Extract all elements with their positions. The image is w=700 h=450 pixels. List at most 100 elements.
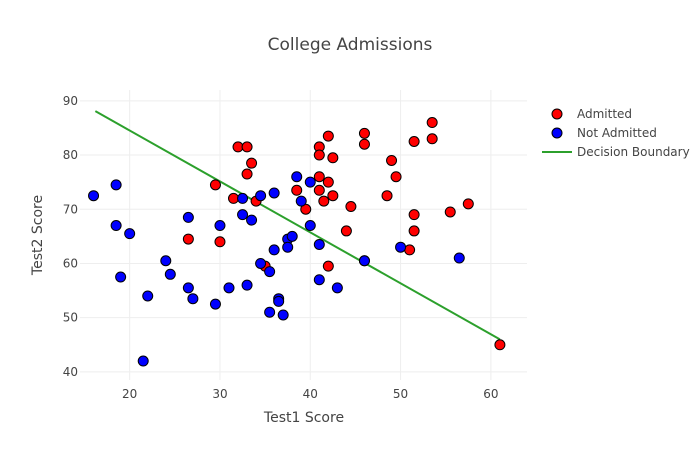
not-admitted-point bbox=[241, 279, 253, 291]
admitted-point bbox=[318, 195, 330, 207]
not-admitted-point bbox=[286, 230, 298, 242]
not-admitted-point bbox=[246, 214, 258, 226]
admitted-point bbox=[358, 127, 370, 139]
legend-marker-swatch bbox=[551, 127, 563, 139]
admitted-point bbox=[327, 190, 339, 202]
not-admitted-point bbox=[124, 228, 136, 240]
admitted-point bbox=[408, 225, 420, 237]
not-admitted-point bbox=[273, 295, 285, 307]
legend[interactable]: Admitted Not Admitted Decision Boundary bbox=[542, 107, 690, 159]
x-tick-label: 60 bbox=[483, 387, 498, 401]
admitted-point bbox=[322, 176, 334, 188]
boundary-layer bbox=[94, 110, 501, 341]
admitted-point bbox=[241, 168, 253, 180]
not-admitted-point bbox=[264, 306, 276, 318]
tick-labels: 20 30 40 50 60 40 50 60 70 80 90 bbox=[63, 94, 499, 401]
not-admitted-point bbox=[209, 298, 221, 310]
y-tick-label: 50 bbox=[63, 311, 78, 325]
x-tick-label: 20 bbox=[122, 387, 137, 401]
not-admitted-point bbox=[255, 190, 267, 202]
admitted-point bbox=[291, 184, 303, 196]
admitted-point bbox=[408, 209, 420, 221]
y-tick-label: 90 bbox=[63, 94, 78, 108]
not-admitted-point bbox=[237, 209, 249, 221]
not-admitted-point bbox=[164, 268, 176, 280]
y-tick-label: 80 bbox=[63, 148, 78, 162]
not-admitted-point bbox=[268, 187, 280, 199]
admitted-point bbox=[322, 260, 334, 272]
admitted-point bbox=[340, 225, 352, 237]
legend-label: Admitted bbox=[577, 107, 632, 121]
not-admitted-point bbox=[277, 309, 289, 321]
not-admitted-point bbox=[304, 176, 316, 188]
legend-item-not-admitted[interactable]: Not Admitted bbox=[551, 126, 657, 140]
not-admitted-point bbox=[142, 290, 154, 302]
admitted-point bbox=[313, 184, 325, 196]
admitted-point bbox=[404, 244, 416, 256]
not-admitted-point bbox=[313, 238, 325, 250]
legend-item-admitted[interactable]: Admitted bbox=[551, 107, 632, 121]
not-admitted-point bbox=[223, 282, 235, 294]
admitted-point bbox=[232, 141, 244, 153]
not-admitted-point bbox=[453, 252, 465, 264]
admitted-point bbox=[228, 192, 240, 204]
y-tick-label: 70 bbox=[63, 202, 78, 216]
not-admitted-point bbox=[182, 282, 194, 294]
chart-title: College Admissions bbox=[268, 35, 433, 55]
admitted-point bbox=[214, 236, 226, 248]
not-admitted-point bbox=[264, 266, 276, 278]
admitted-point bbox=[444, 206, 456, 218]
not-admitted-point bbox=[313, 274, 325, 286]
x-tick-label: 30 bbox=[212, 387, 227, 401]
not-admitted-point bbox=[187, 293, 199, 305]
legend-label: Not Admitted bbox=[577, 126, 657, 140]
not-admitted-point bbox=[255, 257, 267, 269]
decision-boundary-line bbox=[94, 110, 501, 341]
legend-item-decision-boundary[interactable]: Decision Boundary bbox=[542, 145, 690, 159]
admitted-point bbox=[408, 135, 420, 147]
admitted-point bbox=[322, 130, 334, 142]
not-admitted-point bbox=[358, 255, 370, 267]
not-admitted-point bbox=[160, 255, 172, 267]
not-admitted-point bbox=[291, 171, 303, 183]
admitted-point bbox=[390, 171, 402, 183]
not-admitted-point bbox=[295, 195, 307, 207]
admitted-point bbox=[381, 190, 393, 202]
admitted-point bbox=[345, 201, 357, 213]
data-points bbox=[88, 117, 506, 367]
admitted-point bbox=[426, 117, 438, 129]
legend-marker-swatch bbox=[551, 108, 563, 120]
admitted-point bbox=[246, 157, 258, 169]
not-admitted-point bbox=[110, 179, 122, 191]
not-admitted-point bbox=[331, 282, 343, 294]
admitted-point bbox=[313, 171, 325, 183]
not-admitted-point bbox=[182, 211, 194, 223]
not-admitted-point bbox=[304, 220, 316, 232]
x-axis-title: Test1 Score bbox=[263, 410, 344, 426]
admitted-point bbox=[313, 149, 325, 161]
admitted-point bbox=[462, 198, 474, 210]
admitted-point bbox=[182, 233, 194, 245]
y-tick-label: 60 bbox=[63, 256, 78, 270]
not-admitted-point bbox=[110, 220, 122, 232]
not-admitted-point bbox=[237, 192, 249, 204]
admitted-point bbox=[386, 154, 398, 166]
not-admitted-point bbox=[268, 244, 280, 256]
not-admitted-point bbox=[88, 190, 100, 202]
not-admitted-point bbox=[282, 241, 294, 253]
x-tick-label: 50 bbox=[393, 387, 408, 401]
admitted-point bbox=[358, 138, 370, 150]
admitted-point bbox=[241, 141, 253, 153]
admitted-point bbox=[426, 133, 438, 145]
not-admitted-point bbox=[214, 220, 226, 232]
y-axis-title: Test2 Score bbox=[30, 195, 46, 276]
y-tick-label: 40 bbox=[63, 365, 78, 379]
not-admitted-point bbox=[395, 241, 407, 253]
admitted-point bbox=[209, 179, 221, 191]
x-tick-label: 40 bbox=[303, 387, 318, 401]
legend-label: Decision Boundary bbox=[577, 145, 690, 159]
not-admitted-point bbox=[137, 355, 149, 367]
admitted-point bbox=[327, 152, 339, 164]
